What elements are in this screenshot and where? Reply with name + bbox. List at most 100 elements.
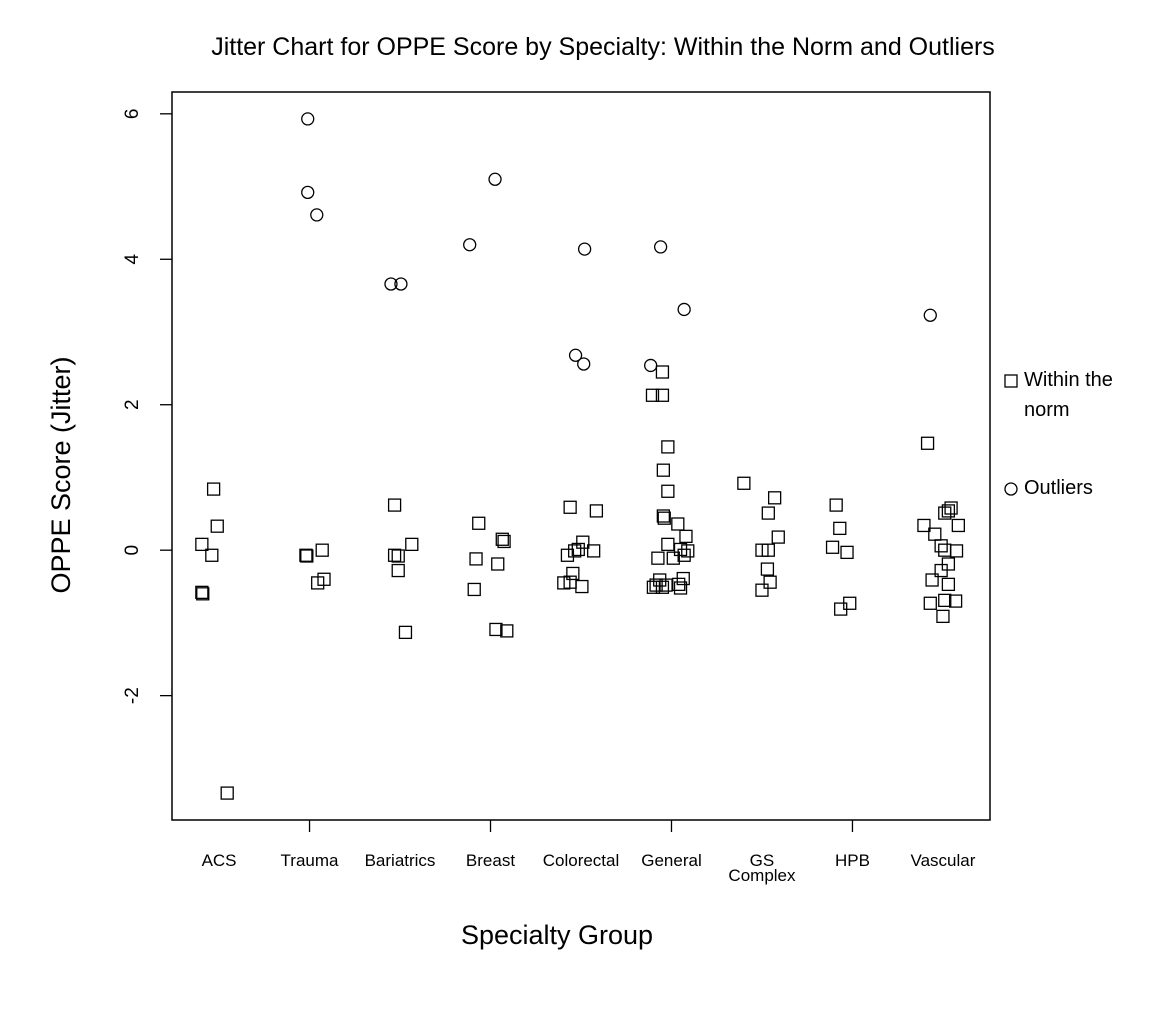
x-tick-label: HPB xyxy=(834,851,870,870)
x-tick-label: General xyxy=(641,851,702,870)
point xyxy=(587,544,601,558)
point xyxy=(495,532,509,546)
series xyxy=(195,365,965,800)
point xyxy=(651,551,665,565)
point xyxy=(210,519,224,533)
point xyxy=(677,548,691,562)
y-tick-label: 6 xyxy=(122,109,143,120)
point xyxy=(575,579,589,594)
series xyxy=(301,112,937,373)
legend-item: Within the norm xyxy=(1003,365,1143,425)
point xyxy=(301,112,315,126)
point xyxy=(923,596,937,610)
point xyxy=(394,277,408,291)
point xyxy=(489,622,503,637)
point xyxy=(763,575,777,589)
point xyxy=(206,482,221,496)
point xyxy=(310,208,324,222)
point xyxy=(761,543,775,557)
point xyxy=(220,786,234,800)
point xyxy=(761,506,775,520)
point xyxy=(934,563,948,578)
point xyxy=(301,185,315,200)
point xyxy=(666,551,680,565)
point xyxy=(655,580,670,594)
point xyxy=(679,529,693,544)
legend-label: Outliers xyxy=(1024,477,1093,499)
point xyxy=(655,388,670,402)
point xyxy=(755,583,769,597)
point xyxy=(941,504,956,518)
point xyxy=(195,537,209,552)
legend-symbol xyxy=(1004,374,1018,388)
point xyxy=(928,527,942,541)
point xyxy=(568,348,583,362)
point xyxy=(463,238,477,252)
x-tick-label: GS Complex xyxy=(728,851,796,885)
point xyxy=(920,436,935,450)
point xyxy=(205,548,219,562)
point xyxy=(488,172,502,186)
point xyxy=(934,539,948,553)
point xyxy=(659,578,673,592)
point xyxy=(576,535,590,549)
point xyxy=(196,587,210,601)
point xyxy=(656,509,670,523)
legend-item: Outliers xyxy=(1003,473,1143,503)
x-tick-label: ACS xyxy=(201,851,237,870)
point xyxy=(645,388,660,402)
x-tick-label: Breast xyxy=(465,851,516,870)
y-tick-label: 0 xyxy=(122,545,143,556)
point xyxy=(568,544,582,558)
point xyxy=(491,557,505,571)
point xyxy=(833,521,847,536)
point xyxy=(384,277,398,291)
point xyxy=(673,581,688,595)
point xyxy=(656,463,670,477)
point xyxy=(737,476,751,490)
point xyxy=(653,240,668,254)
point xyxy=(671,517,685,531)
point xyxy=(577,357,591,371)
point xyxy=(938,543,952,557)
point xyxy=(467,582,481,597)
x-tick-label: Colorectal xyxy=(542,851,620,870)
point xyxy=(195,585,209,600)
point xyxy=(655,365,670,379)
point xyxy=(405,537,419,552)
point xyxy=(391,563,405,578)
point xyxy=(560,548,575,562)
point xyxy=(469,552,483,566)
y-tick-label: 4 xyxy=(122,254,143,265)
point xyxy=(472,516,486,530)
legend-symbol xyxy=(1004,482,1018,496)
point xyxy=(941,577,956,592)
point xyxy=(936,609,950,624)
point xyxy=(948,594,963,608)
point xyxy=(938,506,952,520)
point xyxy=(646,580,661,594)
point xyxy=(949,544,964,558)
point xyxy=(829,498,843,512)
legend: Within the norm Outliers xyxy=(1003,365,1143,503)
point xyxy=(834,602,848,616)
point xyxy=(644,358,658,373)
point xyxy=(840,545,854,560)
point xyxy=(661,440,675,454)
point xyxy=(681,544,695,558)
point xyxy=(661,537,675,552)
point xyxy=(951,518,965,533)
point xyxy=(577,242,592,256)
x-tick-label: Vascular xyxy=(910,851,976,870)
point xyxy=(387,498,402,512)
chart-title: Jitter Chart for OPPE Score by Specialty… xyxy=(211,33,995,61)
x-tick-label: Trauma xyxy=(280,851,339,870)
point xyxy=(315,543,329,557)
point xyxy=(917,518,931,533)
point xyxy=(825,540,840,554)
point xyxy=(500,624,514,638)
y-tick-label: -2 xyxy=(122,687,143,704)
point xyxy=(391,549,405,563)
